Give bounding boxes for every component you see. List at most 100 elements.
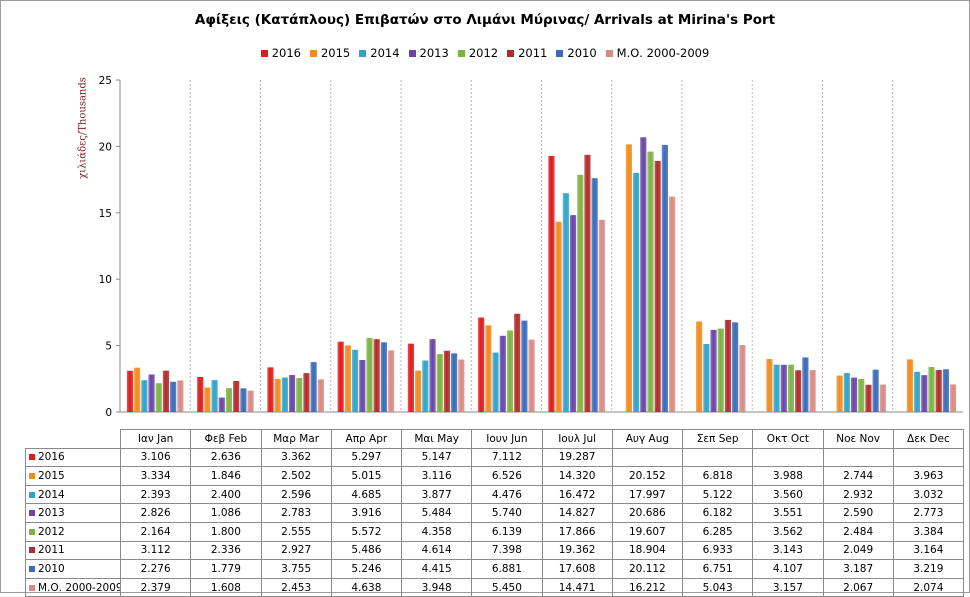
data-label: 3.916 (330, 503, 403, 523)
data-label: 2.484 (822, 521, 894, 542)
bar-2010-1 (170, 381, 177, 412)
bar-2012-4 (366, 338, 373, 412)
series-label-cell: 2011 (25, 540, 121, 561)
data-label: 6.182 (681, 503, 754, 523)
bar-2011-2 (233, 380, 240, 412)
bar-2010-12 (942, 369, 949, 412)
data-label: 17.997 (611, 484, 684, 505)
table-row: Μ.Ο. 2000-2009 2.379 1.608 2.453 4.638 3.948 5… (25, 577, 965, 597)
data-label: 5.297 (330, 447, 403, 468)
data-label: 7.112 (471, 447, 543, 468)
bar-2013-11 (850, 377, 858, 412)
data-label: 5.484 (400, 503, 473, 523)
data-label: 5.122 (681, 484, 754, 505)
bar-2016-2 (197, 376, 204, 412)
bar-2013-12 (921, 375, 928, 412)
bar-2015-10 (766, 359, 773, 412)
legend-swatch (605, 49, 613, 57)
bar-2013-3 (288, 375, 296, 412)
bar-2010-5 (451, 353, 458, 412)
data-label: 4.685 (330, 484, 403, 505)
data-label: 3.560 (752, 484, 824, 505)
data-label (752, 447, 824, 468)
legend-item-2010: 2010 (556, 46, 597, 60)
bar-2014-12 (913, 371, 921, 412)
series-label-cell: 2014 (25, 484, 121, 505)
data-label: 14.320 (541, 466, 613, 486)
legend: 2016 2015 2014 2013 2012 2011 2010 Μ.Ο. 2000-20… (0, 45, 970, 61)
data-label: 3.948 (400, 577, 473, 597)
series-name: 2016 (38, 451, 65, 464)
data-label: 2.276 (119, 559, 192, 579)
bar-2012-12 (928, 367, 935, 412)
data-label (892, 447, 965, 468)
bar-2012-6 (506, 330, 514, 412)
data-label: 3.551 (752, 503, 824, 523)
data-label: 20.112 (611, 559, 684, 579)
bar-2015-3 (274, 378, 281, 412)
bar-2011-9 (724, 319, 732, 412)
data-label: 6.751 (681, 559, 754, 579)
bar-2014-9 (703, 343, 710, 412)
data-label (611, 447, 684, 468)
series-name: 2015 (38, 469, 65, 482)
data-table: Ιαν Jan Φεβ Feb Μαρ Mar Απρ Apr Μαι May Ιουν … (25, 429, 965, 597)
data-label: 3.116 (400, 466, 473, 486)
bar-2000-2009-5 (458, 359, 465, 412)
data-label: 2.379 (119, 577, 192, 597)
data-label: 6.526 (471, 466, 543, 486)
bar-2000-2009-12 (949, 384, 957, 412)
table-row: 2015 3.334 1.846 2.502 5.015 3.116 6.526 14.320… (25, 466, 965, 486)
bar-2010-10 (802, 357, 809, 412)
data-label: 19.607 (611, 521, 684, 542)
bar-2014-7 (562, 193, 569, 412)
bar-2000-2009-8 (668, 196, 676, 412)
legend-label: 2011 (518, 46, 548, 60)
x-tick-label: Σεπ Sep (681, 429, 754, 449)
data-label: 6.285 (681, 521, 754, 542)
data-label (681, 447, 754, 468)
data-label: 2.453 (260, 577, 332, 597)
data-label: 4.415 (400, 559, 473, 579)
data-label: 3.157 (752, 577, 824, 597)
y-tick-label: 20 (99, 141, 112, 153)
data-label: 1.086 (190, 503, 262, 523)
bar-2013-2 (218, 397, 225, 412)
series-swatch (29, 584, 35, 591)
data-label: 19.362 (541, 540, 613, 561)
bar-2000-2009-2 (247, 390, 254, 412)
data-label: 3.334 (119, 466, 192, 486)
bar-2011-10 (795, 370, 802, 412)
series-swatch (29, 491, 35, 498)
table-corner-cell (25, 429, 121, 449)
legend-label: Μ.Ο. 2000-2009 (616, 46, 710, 60)
data-label: 18.904 (611, 540, 684, 561)
data-label: 1.846 (190, 466, 262, 486)
data-label: 17.866 (541, 521, 613, 542)
legend-swatch (556, 49, 564, 57)
table-header-row: Ιαν Jan Φεβ Feb Μαρ Mar Απρ Apr Μαι May Ιουν … (25, 429, 965, 449)
legend-item-2011: 2011 (507, 46, 547, 60)
legend-item-2012: 2012 (457, 46, 498, 60)
series-name: 2010 (38, 562, 65, 575)
data-label: 5.450 (471, 577, 543, 597)
bar-2011-1 (162, 370, 170, 412)
bar-2000-2009-9 (739, 345, 746, 412)
data-label: 2.773 (892, 503, 965, 523)
bar-2015-9 (696, 321, 703, 412)
table-row: 2010 2.276 1.779 3.755 5.246 4.415 6.881 17.608… (25, 559, 965, 579)
bar-2015-8 (625, 144, 632, 412)
data-label: 16.472 (541, 484, 613, 505)
data-label: 2.164 (119, 521, 192, 542)
bar-2012-1 (155, 383, 162, 412)
legend-item-2000-2009: Μ.Ο. 2000-2009 (605, 46, 710, 60)
legend-item-2014: 2014 (359, 46, 400, 60)
data-label: 3.112 (119, 540, 192, 561)
x-tick-label: Ιαν Jan (119, 429, 192, 449)
bar-2015-5 (415, 370, 422, 412)
data-label: 4.107 (752, 559, 824, 579)
data-label: 3.362 (260, 447, 332, 468)
data-label: 16.212 (611, 577, 684, 597)
data-label: 3.143 (752, 540, 824, 561)
